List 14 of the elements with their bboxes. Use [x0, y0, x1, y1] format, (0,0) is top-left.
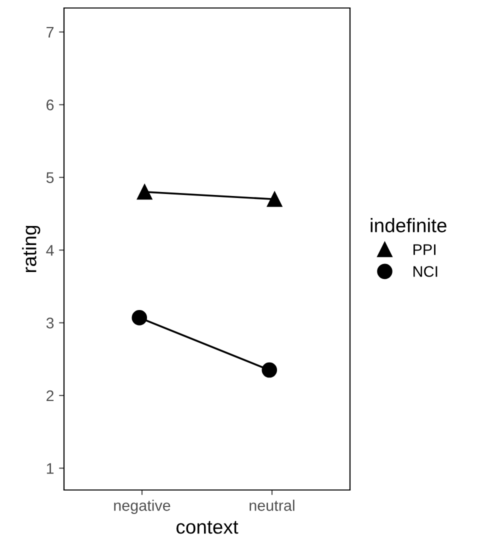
y-tick-label: 7 [46, 27, 54, 38]
x-tick-label: neutral [250, 500, 294, 511]
y-tick-label: 6 [46, 100, 54, 110]
legend-label: PPI [414, 244, 436, 255]
y-tick-label: 1 [46, 463, 54, 474]
x-axis-title: context [176, 521, 238, 534]
y-tick-label: 4 [46, 245, 54, 256]
legend-label: NCI [414, 266, 438, 277]
y-tick-label: 5 [46, 172, 54, 184]
y-tick-label: 3 [46, 318, 54, 328]
x-tick-label: negative [114, 500, 170, 514]
y-axis-title: rating [22, 226, 40, 272]
y-tick-label: 2 [46, 390, 54, 402]
legend-title: indefinite [370, 218, 446, 232]
